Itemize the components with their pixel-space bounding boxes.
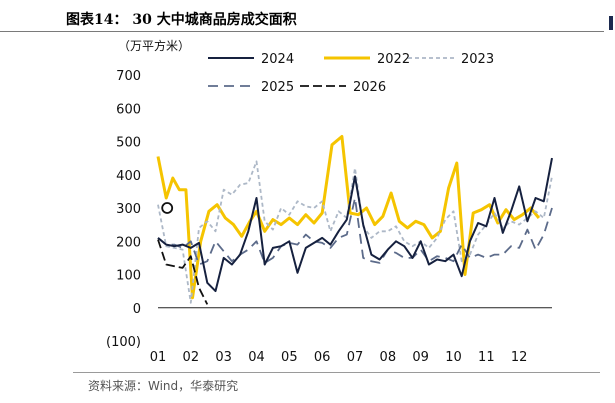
page-edge-mark xyxy=(609,16,613,30)
y-tick-label: (100) xyxy=(106,335,141,350)
line-chart: (100) 0 100 200 300 400 500 600 700 01 02 03 04 05 06… xyxy=(106,52,553,365)
y-tick-label: 600 xyxy=(116,102,141,117)
y-axis-unit-label: （万平方米） xyxy=(118,39,191,53)
legend-label-2025: 2025 xyxy=(261,80,294,95)
legend-label-2022: 2022 xyxy=(377,52,410,67)
y-tick-label: 200 xyxy=(116,235,141,250)
legend-label-2024: 2024 xyxy=(261,52,294,67)
page-edge-strip xyxy=(607,0,615,403)
x-tick-label: 04 xyxy=(248,350,265,365)
series-layer xyxy=(156,135,553,305)
x-tick-label: 09 xyxy=(412,350,429,365)
x-tick-label: 05 xyxy=(281,350,298,365)
x-tick-label: 08 xyxy=(380,350,397,365)
x-tick-label: 11 xyxy=(478,350,495,365)
series-line-2022 xyxy=(156,135,541,300)
series-line-2025 xyxy=(157,197,553,266)
header-rule xyxy=(0,31,604,32)
figure-header: 图表14： 30 大中城商品房成交面积 xyxy=(0,0,615,32)
series-line-2026 xyxy=(157,239,209,305)
x-tick-label: 12 xyxy=(511,350,528,365)
legend-label-2023: 2023 xyxy=(461,52,494,67)
y-axis: (100) 0 100 200 300 400 500 600 700 xyxy=(106,69,141,350)
y-tick-label: 100 xyxy=(116,269,141,284)
figure-title: 图表14： 30 大中城商品房成交面积 xyxy=(66,12,297,28)
y-tick-label: 500 xyxy=(116,136,141,151)
y-tick-label: 0 xyxy=(133,302,141,317)
x-tick-label: 02 xyxy=(183,350,200,365)
x-axis: 01 02 03 04 05 06 07 08 09 10 11 12 xyxy=(150,307,552,365)
y-tick-label: 400 xyxy=(116,169,141,184)
series-line-2024 xyxy=(157,157,553,293)
source-note: 资料来源：Wind，华泰研究 xyxy=(88,379,239,393)
source-rule xyxy=(73,372,600,373)
chart-legend: 2024 2022 2023 2025 2026 xyxy=(208,52,494,95)
x-tick-label: 07 xyxy=(347,350,364,365)
x-tick-label: 10 xyxy=(445,350,462,365)
legend-label-2026: 2026 xyxy=(353,80,386,95)
annotation-circle xyxy=(161,202,174,214)
x-tick-label: 03 xyxy=(215,350,232,365)
annotation-layer xyxy=(161,202,174,214)
y-tick-label: 300 xyxy=(116,202,141,217)
x-tick-label: 06 xyxy=(314,350,331,365)
x-tick-label: 01 xyxy=(150,350,167,365)
y-tick-label: 700 xyxy=(116,69,141,84)
series-line-2023 xyxy=(157,160,553,304)
